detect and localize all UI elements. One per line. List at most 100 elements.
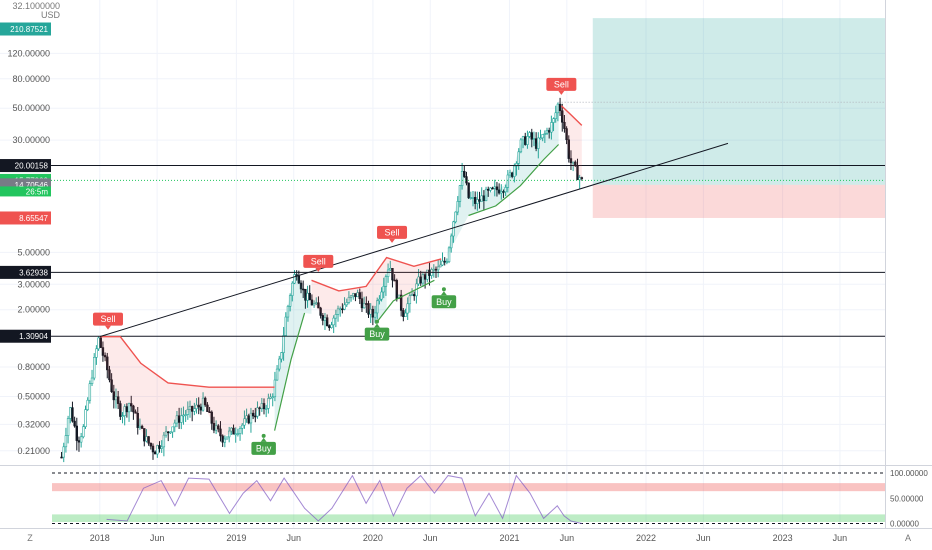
candle-body (541, 134, 544, 139)
candle-body (130, 403, 133, 407)
sell-signal: Sell (303, 254, 334, 272)
candle-body (190, 406, 194, 412)
candle-body (419, 276, 422, 284)
buy-signal-box (251, 441, 276, 455)
time-tick-label: Jun (423, 533, 438, 543)
candle-body (580, 177, 584, 179)
supertrend-buy-line (375, 279, 435, 325)
candle-body (171, 426, 174, 433)
candle-body (206, 404, 209, 412)
auto-scale-button[interactable]: Z (27, 533, 33, 543)
candle-body (184, 414, 187, 416)
candle-body (69, 407, 72, 419)
price-axis[interactable]: 120.00000 80.00000 50.00000 30.00000 5.00000… (7, 48, 50, 455)
price-tick-label: 0.32000 (17, 419, 50, 429)
candle-body (186, 409, 190, 415)
candle-body (393, 279, 396, 282)
candle-body (325, 317, 329, 327)
candle-body (256, 407, 259, 417)
candle-body (66, 418, 70, 436)
candle-body (384, 276, 388, 287)
candle-body (454, 211, 457, 223)
candle-body (524, 136, 527, 145)
buy-signal-dot (375, 319, 380, 324)
candle-body (188, 406, 192, 410)
price-badge-label: 20.00158 (15, 162, 49, 171)
candle-body (75, 425, 78, 441)
candle-body (467, 182, 470, 199)
candle-body (149, 442, 153, 447)
buy-band-fill (441, 102, 559, 268)
candle-body (95, 348, 98, 358)
candle-body (288, 295, 292, 307)
candle-body (380, 291, 383, 300)
candle-body (299, 282, 303, 290)
candle-body (413, 294, 416, 297)
candle-body (406, 303, 409, 314)
candle-body (491, 187, 494, 190)
signal-markers: Sell Sell Sell Sell Buy Buy Buy (92, 77, 577, 455)
candle-body (349, 295, 353, 298)
candle-body (563, 121, 566, 129)
price-tick-label: 0.80000 (17, 362, 50, 372)
grid-layer (0, 0, 932, 529)
candle-body (273, 379, 277, 398)
candle-body (482, 195, 486, 201)
candle-body (293, 274, 296, 284)
candle-body (465, 176, 468, 184)
candle-body (173, 422, 176, 428)
price-badge: 3.62938 (0, 265, 51, 279)
supertrend-buy-line (274, 312, 306, 431)
time-tick-label: Jun (833, 533, 848, 543)
candle-body (267, 398, 270, 409)
candle-body (450, 235, 453, 249)
candle-body (156, 445, 159, 455)
candle-body (319, 307, 322, 316)
candle-body (460, 171, 464, 187)
log-scale-button[interactable]: A (905, 533, 911, 543)
candle-body (408, 295, 412, 305)
candle-body (456, 201, 459, 213)
candle-body (339, 308, 342, 311)
candle-body (489, 187, 492, 191)
candle-body (495, 186, 499, 191)
candle-body (110, 379, 113, 392)
candle-body (519, 139, 523, 153)
indicator-lines (0, 101, 885, 450)
candle-body (73, 420, 76, 427)
candle-body (537, 137, 540, 149)
sell-signal-label: Sell (100, 314, 115, 324)
loss-zone (592, 184, 885, 218)
candle-body (306, 292, 309, 301)
supertrend-sell-line (99, 336, 275, 388)
sell-band-fill (311, 257, 387, 324)
candle-body (210, 411, 213, 424)
candle-body (145, 436, 148, 442)
candle-body (251, 412, 255, 417)
sell-signal: Sell (377, 225, 408, 243)
candle-body (521, 136, 525, 141)
oscillator-tick-label: 50.00000 (890, 494, 924, 503)
candle-body (180, 415, 183, 423)
candle-body (147, 436, 150, 444)
candle-body (382, 286, 385, 293)
price-tick-label: 5.00000 (17, 247, 50, 257)
candle-body (321, 315, 324, 321)
countdown-box (0, 186, 51, 197)
sell-signal-label: Sell (311, 256, 326, 266)
time-axis[interactable]: 2018 Jun 2019 Jun 2020 Jun 2021 Jun 2022 Jun 2023 J… (90, 533, 847, 543)
candle-body (245, 415, 248, 420)
candle-body (441, 260, 444, 266)
candle-body (82, 426, 85, 438)
buy-band-fill (375, 271, 387, 324)
sell-signal-box (377, 225, 408, 239)
candle-body (439, 264, 442, 268)
candle-body (315, 302, 318, 305)
candle-body (249, 412, 253, 424)
candle-body (478, 199, 481, 202)
oscillator-pane: 100.00000 50.00000 0.00000 (52, 469, 928, 528)
candle-body (469, 197, 473, 199)
candle-body (487, 188, 490, 191)
position-tool[interactable] (592, 18, 885, 218)
